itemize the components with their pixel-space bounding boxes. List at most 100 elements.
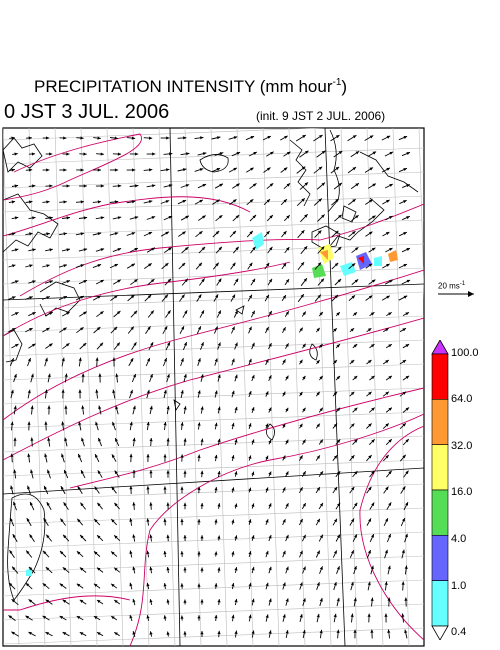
wind-vector	[266, 151, 274, 157]
wind-vector	[129, 421, 133, 431]
wind-vector	[248, 423, 252, 429]
wind-vector	[25, 232, 33, 236]
wind-vector	[211, 167, 221, 173]
wind-vector	[282, 359, 286, 365]
wind-vector	[315, 518, 321, 526]
wind-vector	[350, 182, 360, 190]
wind-vector	[126, 200, 136, 204]
grid-parallel	[3, 243, 424, 261]
wind-vector	[234, 342, 238, 350]
wind-vector	[44, 357, 48, 367]
wind-vector	[365, 231, 373, 237]
wind-vector	[132, 502, 136, 510]
wind-vector	[129, 184, 139, 188]
wind-vector	[384, 581, 388, 591]
colorbar-tick-1: 1.0	[451, 580, 467, 592]
wind-vector	[44, 311, 54, 317]
grid-parallel	[3, 579, 424, 597]
grid-parallel	[3, 315, 424, 333]
wind-vector	[318, 311, 324, 317]
wind-vector	[177, 136, 187, 140]
wind-vector	[30, 405, 34, 415]
wind-vector	[146, 453, 150, 463]
wind-vector	[232, 214, 240, 222]
wind-vector	[246, 230, 254, 238]
wind-vector	[62, 534, 70, 542]
wind-vector	[42, 296, 50, 300]
wind-vector	[268, 598, 272, 606]
wind-vector	[46, 501, 52, 511]
wind-vector	[268, 407, 272, 413]
wind-vector	[217, 630, 221, 638]
wind-vector	[95, 421, 99, 431]
grid-meridian	[28, 128, 46, 646]
wind-vector	[385, 343, 393, 349]
wind-vector	[197, 422, 201, 430]
chart-title: PRECIPITATION INTENSITY (mm hour-1)	[34, 77, 348, 96]
wind-vector	[76, 326, 84, 334]
colorbar-tick-0-4: 0.4	[451, 626, 467, 638]
wind-vector	[42, 615, 50, 621]
wind-vector	[183, 438, 187, 446]
wind-vector	[352, 534, 358, 542]
wind-vector	[212, 230, 220, 238]
wind-vector	[11, 343, 19, 349]
wind-vector	[214, 487, 218, 493]
wind-vector	[401, 581, 405, 591]
wind-vector	[115, 373, 119, 383]
wind-vector	[47, 373, 51, 383]
wind-vector	[113, 310, 121, 318]
wind-vector	[335, 311, 341, 317]
wind-vector	[75, 264, 85, 268]
wind-vector	[183, 534, 187, 542]
wind-vector	[162, 325, 168, 335]
wind-vector	[11, 184, 19, 188]
wind-vector	[251, 406, 255, 414]
wind-vector	[181, 246, 189, 254]
wind-vector	[402, 312, 410, 316]
wind-vector	[230, 294, 236, 302]
wind-vector	[166, 566, 170, 574]
wind-vector	[77, 453, 83, 463]
major-lat-lon-lines	[3, 128, 424, 646]
wind-vector	[30, 437, 34, 447]
wind-vector	[61, 453, 65, 463]
wind-vector	[196, 294, 202, 302]
wind-vector	[28, 216, 36, 220]
grid-meridian	[236, 128, 254, 646]
wind-vector	[228, 136, 238, 140]
wind-vector	[217, 535, 221, 541]
wind-vector	[163, 421, 167, 431]
wind-vector	[47, 405, 51, 415]
wind-vector	[183, 373, 187, 383]
wind-vector	[404, 565, 408, 575]
wind-vector	[280, 167, 288, 173]
wind-vector	[403, 470, 409, 478]
wind-vector	[194, 199, 204, 205]
wind-vector	[282, 391, 286, 397]
grid-meridian	[80, 128, 98, 646]
wind-vector	[382, 199, 390, 205]
wind-vector	[110, 551, 118, 557]
wind-vector	[63, 469, 69, 479]
wind-vector	[267, 278, 273, 286]
wind-vector	[163, 152, 173, 156]
wind-vector	[282, 550, 286, 558]
wind-vector	[316, 613, 320, 623]
grid-meridian	[54, 128, 72, 646]
wind-vector	[282, 326, 286, 334]
wind-vector	[302, 566, 306, 574]
wind-vector	[42, 136, 50, 140]
wind-vector	[93, 326, 101, 334]
wind-vector	[28, 631, 36, 637]
wind-vector	[197, 358, 201, 366]
wind-vector	[79, 631, 87, 637]
wind-vector	[92, 263, 102, 269]
wind-vector	[299, 613, 303, 623]
wind-vector	[249, 183, 257, 189]
wind-vector	[367, 183, 377, 189]
wind-vector	[234, 535, 238, 541]
wind-vector	[214, 390, 218, 398]
wind-vector	[283, 182, 291, 190]
wind-vector	[197, 390, 201, 398]
